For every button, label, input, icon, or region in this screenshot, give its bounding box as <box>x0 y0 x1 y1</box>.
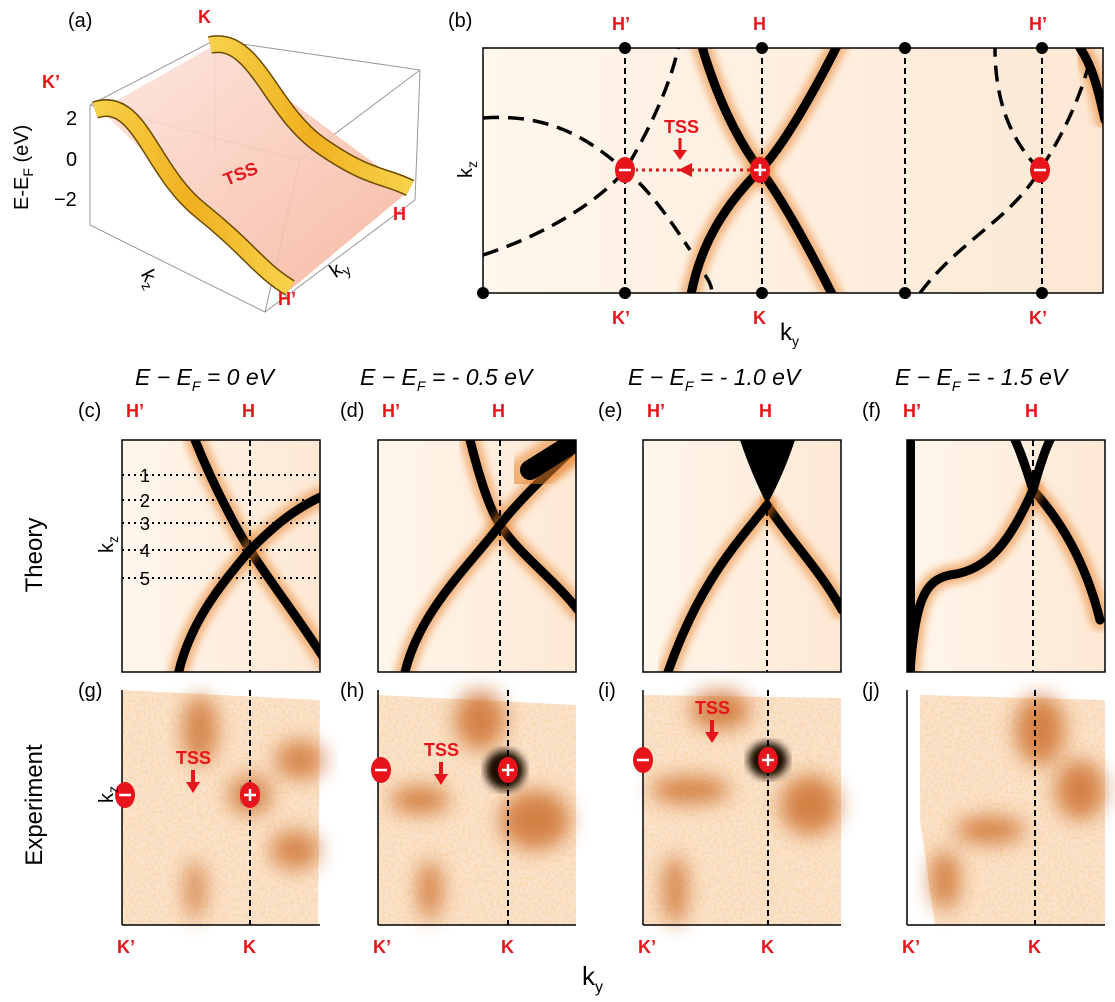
point-label: H <box>242 401 255 421</box>
axis-label-sub: F <box>20 168 36 177</box>
axis-label-main: k <box>582 961 596 991</box>
header-rhs: = - 0.5 eV <box>425 364 534 390</box>
header-rhs: = - 1.5 eV <box>960 364 1069 390</box>
tick-label: 2 <box>66 108 77 130</box>
tick-label: −2 <box>54 189 77 211</box>
row-label: Experiment <box>21 744 48 866</box>
panel-label: (j) <box>862 680 880 702</box>
experiment-panels: TSS TSS TSS (g) (h) (i) (j) K’ K K’ K K’… <box>78 680 1105 996</box>
panel-label: (h) <box>340 680 364 702</box>
theory-panels: 1 2 3 4 5 (c) H’ H (d) H’ H (e) H’ H (f)… <box>78 400 1105 675</box>
point-label: K’ <box>638 937 656 957</box>
point-label: H’ <box>1029 14 1047 34</box>
header-lhs: E − E <box>135 364 193 390</box>
point-label: K <box>753 308 766 328</box>
point-label: K’ <box>42 72 60 92</box>
row-label: Theory <box>21 518 48 593</box>
annotation: TSS <box>695 698 730 718</box>
point-label: K’ <box>117 937 135 957</box>
axis-label: ky <box>780 319 799 349</box>
axis-label-sub: y <box>595 979 603 996</box>
point-label: K’ <box>373 937 391 957</box>
panel-label: (b) <box>448 10 472 32</box>
point-label: H <box>492 401 505 421</box>
axis-label: kz <box>96 536 121 553</box>
panel-label: (g) <box>78 680 102 702</box>
panel-label: (a) <box>68 10 92 32</box>
panel-label: (i) <box>598 680 616 702</box>
point-label: K <box>243 937 256 957</box>
panel-label: (f) <box>862 400 881 422</box>
point-label: H’ <box>612 14 630 34</box>
header-lhs: E − E <box>628 364 686 390</box>
axis-label-sub: z <box>464 161 480 168</box>
point-label: K’ <box>612 308 630 328</box>
point-label: H’ <box>903 401 921 421</box>
annotation: TSS <box>424 740 459 760</box>
cut-number: 3 <box>140 514 150 534</box>
axis-label: kz <box>455 161 480 178</box>
energy-header: E − EF = - 1.0 eV <box>628 364 803 394</box>
axis-label: ky <box>326 255 354 285</box>
point-label: H’ <box>382 401 400 421</box>
axis-label-main: E-E <box>11 177 33 210</box>
panel-b: (b) H’ H H’ K’ K K’ TSS kz ky <box>448 10 1105 349</box>
point-label: H <box>759 401 772 421</box>
point-label: H’ <box>278 289 296 309</box>
tick-label: 0 <box>66 149 77 171</box>
cut-number: 2 <box>140 491 150 511</box>
annotation: TSS <box>664 117 699 137</box>
panel-label: (d) <box>340 400 364 422</box>
cut-number: 4 <box>140 541 150 561</box>
header-lhs: E − E <box>360 364 418 390</box>
point-label: K’ <box>902 937 920 957</box>
axis-label-sub: z <box>105 536 121 543</box>
panel-label: (e) <box>598 400 622 422</box>
energy-header: E − EF = - 1.5 eV <box>895 364 1070 394</box>
figure: (a) K K’ H H’ TSS E-EF (eV) 2 0 −2 kz ky <box>0 0 1115 1002</box>
header-rhs: = 0 eV <box>200 364 276 390</box>
cut-number: 1 <box>140 466 150 486</box>
point-label: K <box>1028 937 1041 957</box>
axis-label-sub: y <box>792 333 799 349</box>
point-label: H <box>393 204 406 224</box>
axis-label-sub: z <box>105 786 121 793</box>
header-rhs: = - 1.0 eV <box>693 364 802 390</box>
point-label: H’ <box>647 401 665 421</box>
energy-headers: E − EF = 0 eV E − EF = - 0.5 eV E − EF =… <box>135 364 1070 394</box>
axis-label: E-EF (eV) <box>11 125 36 210</box>
energy-header: E − EF = - 0.5 eV <box>360 364 535 394</box>
header-lhs: E − E <box>895 364 953 390</box>
energy-header: E − EF = 0 eV <box>135 364 277 394</box>
axis-label: kz <box>96 786 121 803</box>
axis-label-unit: (eV) <box>11 125 33 168</box>
point-label: K <box>501 937 514 957</box>
point-label: H <box>753 14 766 34</box>
axis-label: ky <box>582 961 603 996</box>
point-label: H <box>1025 401 1038 421</box>
cut-number: 5 <box>140 569 150 589</box>
annotation: TSS <box>176 748 211 768</box>
panel-label: (c) <box>78 400 101 422</box>
point-label: K <box>761 937 774 957</box>
point-label: K <box>198 7 211 27</box>
panel-a: (a) K K’ H H’ TSS E-EF (eV) 2 0 −2 kz ky <box>11 7 420 312</box>
point-label: H’ <box>126 401 144 421</box>
axis-label: kz <box>133 266 163 293</box>
point-label: K’ <box>1029 308 1047 328</box>
